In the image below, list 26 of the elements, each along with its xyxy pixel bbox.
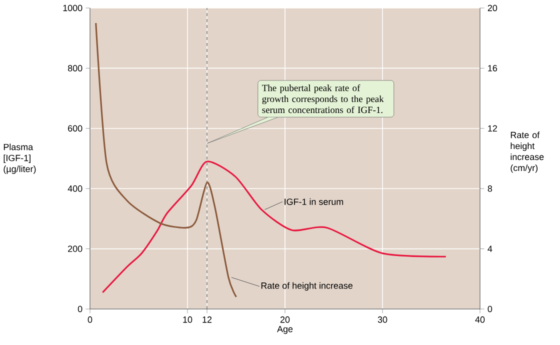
y2-tick-label: 8 — [488, 185, 492, 192]
x-tick-label: 12 — [202, 316, 212, 323]
y2-tick-label: 16 — [488, 65, 498, 72]
y2-tick-label: 12 — [488, 125, 497, 132]
text: Rate of height increase — [261, 282, 352, 291]
y-axis-title: Plasma [IGF-1] (µg/liter) — [4, 144, 36, 174]
y-tick-label: 0 — [78, 306, 82, 312]
x-tick-label: 10 — [183, 316, 192, 323]
y2-axis-title: Rate of height increase (cm/yr) — [510, 132, 544, 173]
annotation: The pubertal peak rate of growth corresponds to the peak serum concentrations of IGF-1. — [262, 84, 384, 114]
y-tick-label: 800 — [68, 65, 82, 72]
text: IGF-1 in serum — [284, 198, 344, 205]
line-series — [102, 160, 447, 294]
y2-tick-label: 4 — [488, 246, 492, 252]
y2-tick-label: 20 — [488, 4, 498, 12]
x-tick-label: 0 — [88, 316, 92, 323]
x-tick-label: 40 — [475, 316, 485, 323]
x-axis-title: Age — [277, 326, 293, 334]
y-tick-label: 600 — [68, 125, 82, 132]
x-tick-label: 30 — [378, 316, 388, 323]
y2-tick-label: 0 — [488, 306, 492, 312]
x-tick-label: 20 — [280, 316, 290, 323]
y-tick-label: 1000 — [63, 4, 82, 12]
line-series — [95, 22, 238, 298]
y-tick-label: 400 — [68, 185, 82, 192]
y-tick-label: 200 — [68, 246, 82, 252]
